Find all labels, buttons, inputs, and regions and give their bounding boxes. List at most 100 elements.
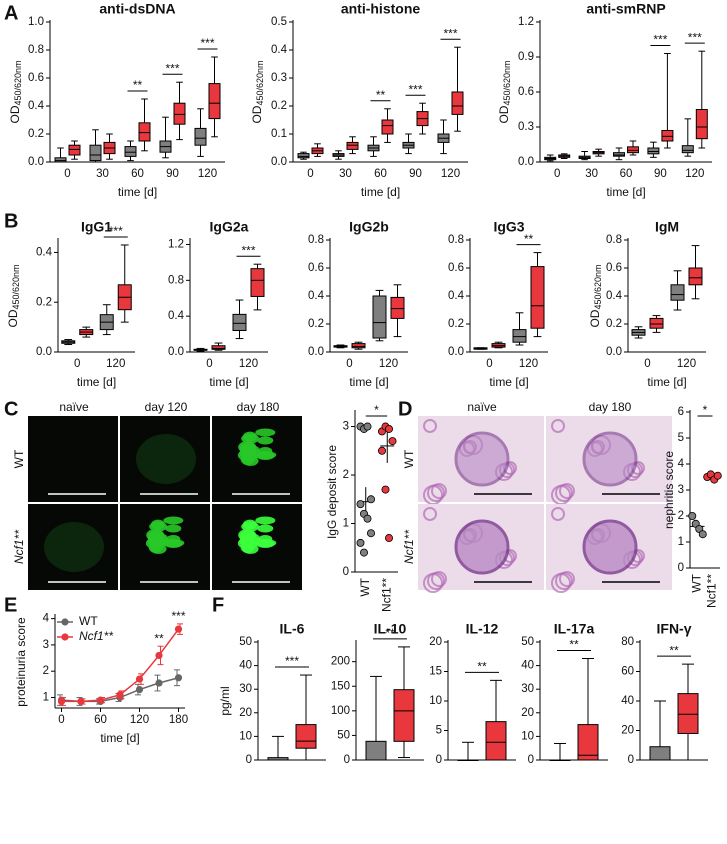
y-tick-label: 20: [521, 707, 534, 719]
y-tick-label: 0.0: [28, 156, 44, 168]
x-axis-label: time [d]: [209, 375, 248, 389]
box: [613, 152, 625, 157]
data-point: [96, 696, 105, 704]
chart-title: IL-6: [280, 621, 305, 637]
y-tick-label: 4: [678, 458, 685, 470]
y-tick-label: 0.3: [271, 72, 287, 84]
y-axis-label: OD450/620nm: [8, 60, 23, 123]
deposit: [164, 539, 183, 548]
deposit: [242, 519, 257, 530]
y-tick-label: 0: [528, 754, 534, 766]
y-axis-label-main: IgG deposit score: [325, 445, 339, 539]
y-tick-label: 50: [521, 636, 534, 648]
deposit: [256, 539, 275, 548]
chart-title: anti-histone: [341, 1, 421, 17]
y-tick-label: 0.6: [606, 262, 622, 274]
y-axis-label: nephritis score: [662, 451, 676, 529]
y-tick-label: 60: [621, 666, 634, 678]
x-axis-label: time [d]: [489, 375, 528, 389]
y-tick-label: 0.4: [36, 246, 53, 258]
chart-title: IFN-γ: [657, 621, 692, 637]
deposit: [136, 434, 196, 484]
box: [346, 141, 359, 150]
deposit: [255, 428, 276, 437]
y-axis-label: pg/ml: [218, 686, 232, 715]
box: [677, 693, 699, 734]
significance-label: ***: [109, 224, 123, 238]
y-tick-label: 0: [246, 754, 252, 766]
y-tick-label: 0.2: [606, 318, 622, 330]
y-axis-label-sub: 450/620nm: [593, 264, 603, 309]
data-point: [377, 446, 386, 455]
x-tick-label: 30: [339, 168, 352, 180]
legend-marker: [61, 633, 69, 641]
y-axis-label-sub: 450/620nm: [255, 60, 265, 105]
data-point: [155, 651, 163, 660]
y-tick-label: 10: [429, 695, 442, 707]
y-tick-label: 3: [678, 484, 684, 496]
chart-title: IgM: [655, 219, 679, 235]
x-tick-label: 0: [644, 358, 650, 370]
x-tick-label: 30: [585, 168, 598, 180]
glomerulus: [582, 431, 638, 487]
chart-title: IL-17a: [554, 621, 595, 637]
y-tick-label: 0.6: [308, 262, 324, 274]
column-label: day 180: [589, 400, 632, 414]
y-tick-label: 0.2: [28, 128, 44, 140]
y-tick-label: 0: [343, 566, 349, 578]
significance-label: ***: [688, 30, 702, 44]
x-tick-label: 0: [74, 358, 80, 370]
y-axis-label-main: OD: [6, 309, 20, 327]
y-tick-label: 150: [331, 680, 350, 692]
significance-label: ***: [200, 36, 214, 50]
x-tick-label: 120: [685, 168, 704, 180]
y-tick-label: 0.4: [28, 100, 45, 112]
y-axis-label: OD450/620nm: [6, 264, 21, 327]
legend-label: Ncf1**: [79, 629, 113, 643]
x-tick-label: 120: [441, 168, 460, 180]
deposit: [239, 444, 260, 455]
data-point: [384, 424, 393, 433]
box: [661, 130, 674, 142]
box: [577, 724, 599, 761]
y-tick-label: 0.8: [448, 234, 464, 246]
y-tick-label: 10: [521, 730, 534, 742]
box: [194, 127, 207, 146]
y-tick-label: 0: [678, 562, 684, 574]
y-tick-label: 6: [678, 406, 684, 418]
significance-label: **: [569, 638, 579, 652]
box: [451, 91, 464, 115]
chart-title: anti-dsDNA: [99, 1, 175, 17]
deposit: [150, 519, 165, 530]
box: [627, 146, 639, 154]
y-tick-label: 20: [621, 725, 634, 737]
tissue: [423, 507, 437, 521]
data-point: [713, 471, 722, 480]
significance-label: ***: [408, 82, 422, 96]
box: [351, 343, 366, 349]
x-tick-label: 60: [620, 168, 633, 180]
y-tick-label: 2: [678, 510, 684, 522]
box: [485, 721, 507, 761]
glomerulus: [582, 519, 638, 575]
deposit: [257, 524, 274, 533]
data-point: [135, 675, 144, 683]
x-axis-label: time [d]: [647, 375, 686, 389]
y-tick-label: 0.4: [448, 290, 465, 302]
y-tick-label: 0.2: [448, 318, 464, 330]
x-tick-label: 0: [307, 168, 313, 180]
box: [681, 145, 694, 154]
y-tick-label: 50: [239, 636, 252, 648]
x-tick-label: 60: [374, 168, 387, 180]
x-tick-label: 120: [677, 358, 696, 370]
y-tick-label: 0.3: [518, 121, 534, 133]
tissue: [431, 483, 447, 499]
data-point: [356, 538, 365, 547]
tissue: [559, 483, 575, 499]
y-tick-label: 0.2: [271, 100, 287, 112]
y-tick-label: 3: [343, 421, 349, 433]
data-point: [356, 500, 365, 509]
box: [297, 153, 310, 159]
x-tick-label: WT: [358, 577, 372, 596]
